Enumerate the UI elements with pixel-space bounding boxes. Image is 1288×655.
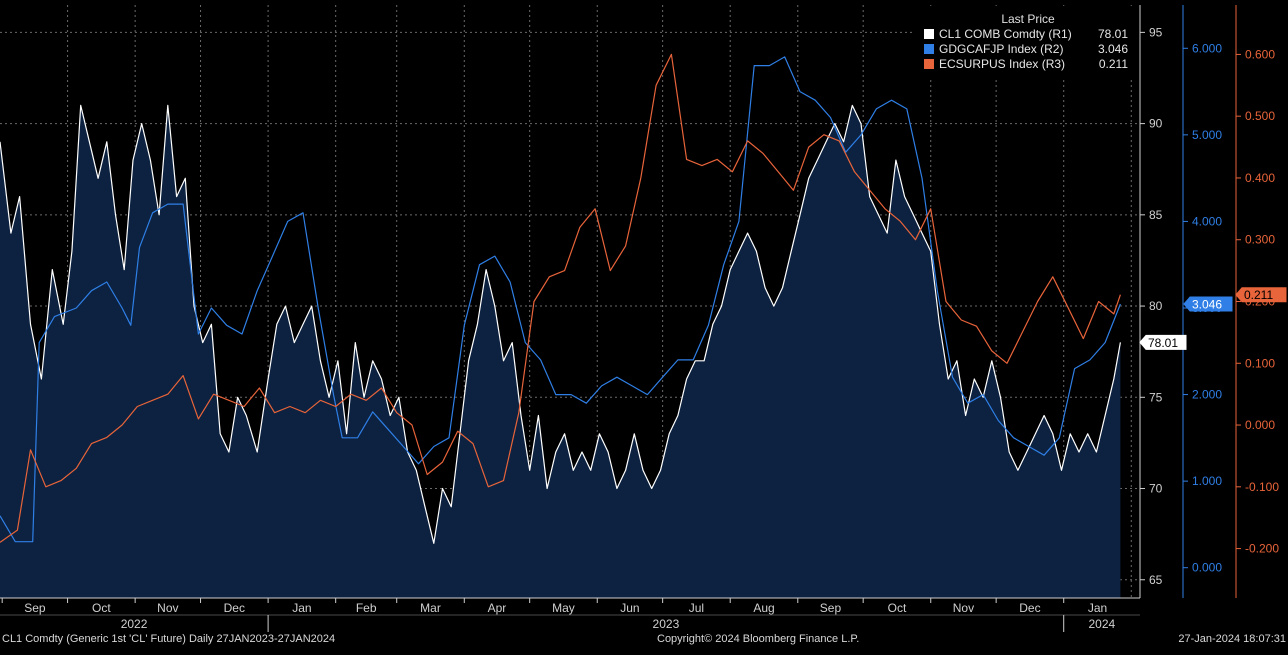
legend-swatch [924, 29, 934, 39]
axis-tick-label-r3: 0.000 [1245, 418, 1275, 432]
axis-tick-label-r2: 2.000 [1192, 388, 1222, 402]
x-axis-year-label: 2024 [1089, 617, 1116, 631]
legend-swatch [924, 59, 934, 69]
axis-tick-label-r3: -0.100 [1245, 480, 1279, 494]
axis-tick-label-r3: 0.100 [1245, 356, 1275, 370]
x-axis-year-label: 2023 [653, 617, 680, 631]
badge-r3-shape [1235, 287, 1287, 303]
axis-tick-label-r2: 0.000 [1192, 561, 1222, 575]
badge-r1: 78.01 [1139, 334, 1187, 350]
legend-title: Last Price [1001, 12, 1055, 26]
axis-tick-label-r2: 1.000 [1192, 474, 1222, 488]
badge-r2: 3.046 [1183, 296, 1233, 312]
axis-tick-label-r2: 5.000 [1192, 128, 1222, 142]
x-axis-month-label: Mar [420, 601, 441, 615]
badge-r2-text: 3.046 [1192, 298, 1222, 312]
axis-tick-label-r3: 0.600 [1245, 47, 1275, 61]
x-axis-month-label: Dec [224, 601, 245, 615]
badge-r1-text: 78.01 [1148, 336, 1178, 350]
last-value-badges: 78.01 3.046 0.211 [1139, 287, 1287, 350]
badge-r3: 0.211 [1235, 287, 1287, 303]
series-line-r3 [0, 53, 1121, 543]
x-axis-month-label: Dec [1019, 601, 1040, 615]
x-axis-month-label: Jan [1088, 601, 1107, 615]
x-axis-month-label: Sep [24, 601, 46, 615]
x-axis-month-label: Nov [157, 601, 178, 615]
x-axis-month-label: Oct [92, 601, 111, 615]
x-axis-month-label: Aug [753, 601, 774, 615]
badge-r1-shape [1139, 334, 1187, 350]
legend-entry-name: ECSURPUS Index (R3) [939, 57, 1065, 71]
x-axis: Sep Oct Nov Dec Jan Feb Mar Apr May Jun Jul Aug Sep O… [0, 597, 1140, 632]
axis-tick-label-r2: 6.000 [1192, 41, 1222, 55]
series-lines [0, 53, 1121, 544]
axis-tick-label-r1: 75 [1149, 390, 1163, 404]
legend-entry-name: CL1 COMB Comdty (R1) [939, 27, 1072, 41]
x-axis-month-label: Sep [820, 601, 842, 615]
badge-r3-text: 0.211 [1244, 288, 1273, 302]
axis-tick-label-r1: 65 [1149, 573, 1163, 587]
area-fill-r1 [0, 105, 1121, 599]
axis-tick-label-r1: 95 [1149, 25, 1163, 39]
x-axis-year-label: 2022 [121, 617, 148, 631]
legend-entry-name: GDGCAFJP Index (R2) [939, 42, 1063, 56]
x-axis-month-label: May [552, 601, 575, 615]
axis-tick-label-r3: -0.200 [1245, 542, 1279, 556]
x-axis-month-label: Nov [953, 601, 974, 615]
x-axis-month-label: Oct [888, 601, 907, 615]
x-axis-month-label: Jul [689, 601, 704, 615]
footer-timestamp: 27-Jan-2024 18:07:31 [1178, 633, 1286, 645]
axis-tick-label-r3: 0.500 [1245, 109, 1275, 123]
axis-tick-label-r1: 70 [1149, 482, 1163, 496]
legend-box [914, 6, 1138, 80]
x-axis-month-label: Jan [292, 601, 311, 615]
legend-entry-value: 3.046 [1098, 42, 1128, 56]
axis-tick-label-r1: 85 [1149, 208, 1163, 222]
axis-tick-label-r1: 80 [1149, 299, 1163, 313]
r1-area-fill [0, 105, 1121, 599]
legend-entry-value: 78.01 [1098, 27, 1128, 41]
footer-security-info: CL1 Comdty (Generic 1st 'CL' Future) Dai… [2, 633, 336, 645]
x-axis-month-label: Jun [620, 601, 639, 615]
x-axis-month-label: Apr [488, 601, 507, 615]
axis-tick-label-r3: 0.400 [1245, 171, 1275, 185]
x-axis-month-label: Feb [356, 601, 377, 615]
series-line-r2 [0, 56, 1121, 543]
legend-swatch [924, 44, 934, 54]
badge-r2-shape [1183, 296, 1233, 312]
axis-tick-label-r3: 0.300 [1245, 233, 1275, 247]
axis-tick-label-r1: 90 [1149, 117, 1163, 131]
footer-copyright: Copyright© 2024 Bloomberg Finance L.P. [657, 633, 860, 645]
axis-tick-label-r2: 4.000 [1192, 214, 1222, 228]
legend-entry-value: 0.211 [1099, 57, 1128, 71]
